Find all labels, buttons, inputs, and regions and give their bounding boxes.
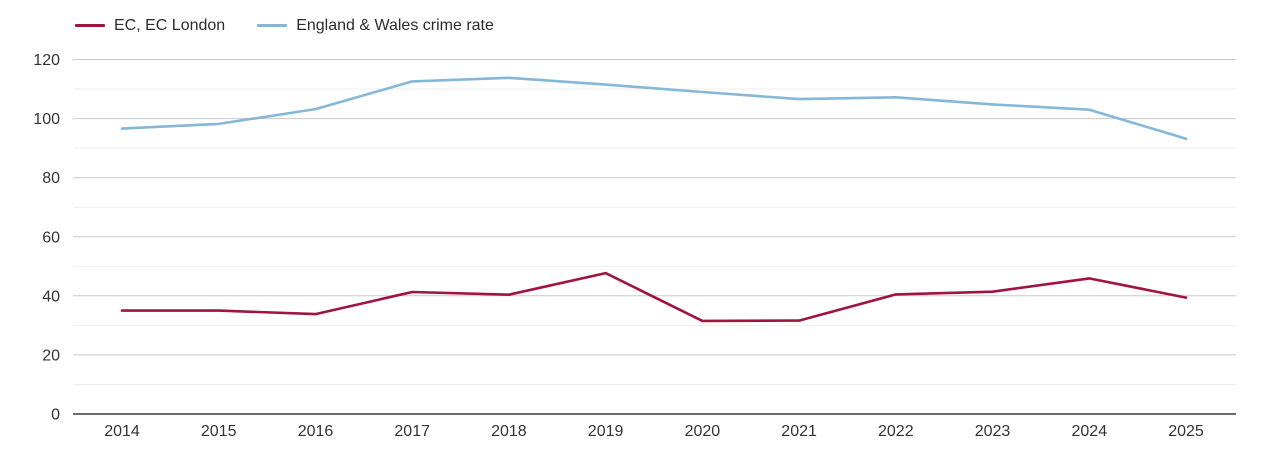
y-tick-label: 40	[42, 288, 60, 305]
legend-item-england-wales[interactable]: England & Wales crime rate	[257, 16, 494, 35]
x-tick-label: 2014	[104, 423, 140, 440]
legend-swatch-england-wales	[257, 24, 288, 27]
x-tick-label: 2022	[878, 423, 914, 440]
x-tick-label: 2024	[1072, 423, 1108, 440]
x-tick-label: 2025	[1168, 423, 1204, 440]
x-tick-label: 2020	[685, 423, 721, 440]
series-line-england-wales-crime-rate	[120, 76, 1188, 140]
x-tick-label: 2023	[975, 423, 1011, 440]
legend-item-ec-ec-london[interactable]: EC, EC London	[75, 16, 225, 35]
y-tick-label: 120	[33, 52, 60, 69]
legend-label-ec-ec-london: EC, EC London	[114, 17, 226, 34]
y-tick-label: 0	[51, 407, 60, 424]
y-tick-label: 20	[42, 347, 60, 364]
legend-swatch-ec-ec-london	[75, 24, 105, 27]
series-line-ec-ec-london	[120, 271, 1188, 323]
x-tick-label: 2015	[201, 423, 237, 440]
y-tick-label: 80	[42, 170, 60, 187]
x-tick-label: 2017	[394, 423, 430, 440]
x-tick-label: 2016	[298, 423, 334, 440]
y-tick-label: 100	[33, 111, 60, 128]
y-tick-label: 60	[42, 229, 60, 246]
chart-legend: EC, EC London England & Wales crime rate	[75, 16, 494, 35]
x-tick-label: 2021	[781, 423, 817, 440]
legend-label-england-wales: England & Wales crime rate	[296, 17, 494, 34]
x-tick-label: 2019	[588, 423, 624, 440]
x-tick-label: 2018	[491, 423, 527, 440]
